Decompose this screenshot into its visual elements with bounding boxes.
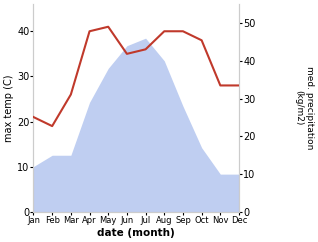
Y-axis label: med. precipitation
(kg/m2): med. precipitation (kg/m2) bbox=[294, 66, 314, 150]
Y-axis label: max temp (C): max temp (C) bbox=[4, 74, 14, 142]
X-axis label: date (month): date (month) bbox=[97, 228, 175, 238]
